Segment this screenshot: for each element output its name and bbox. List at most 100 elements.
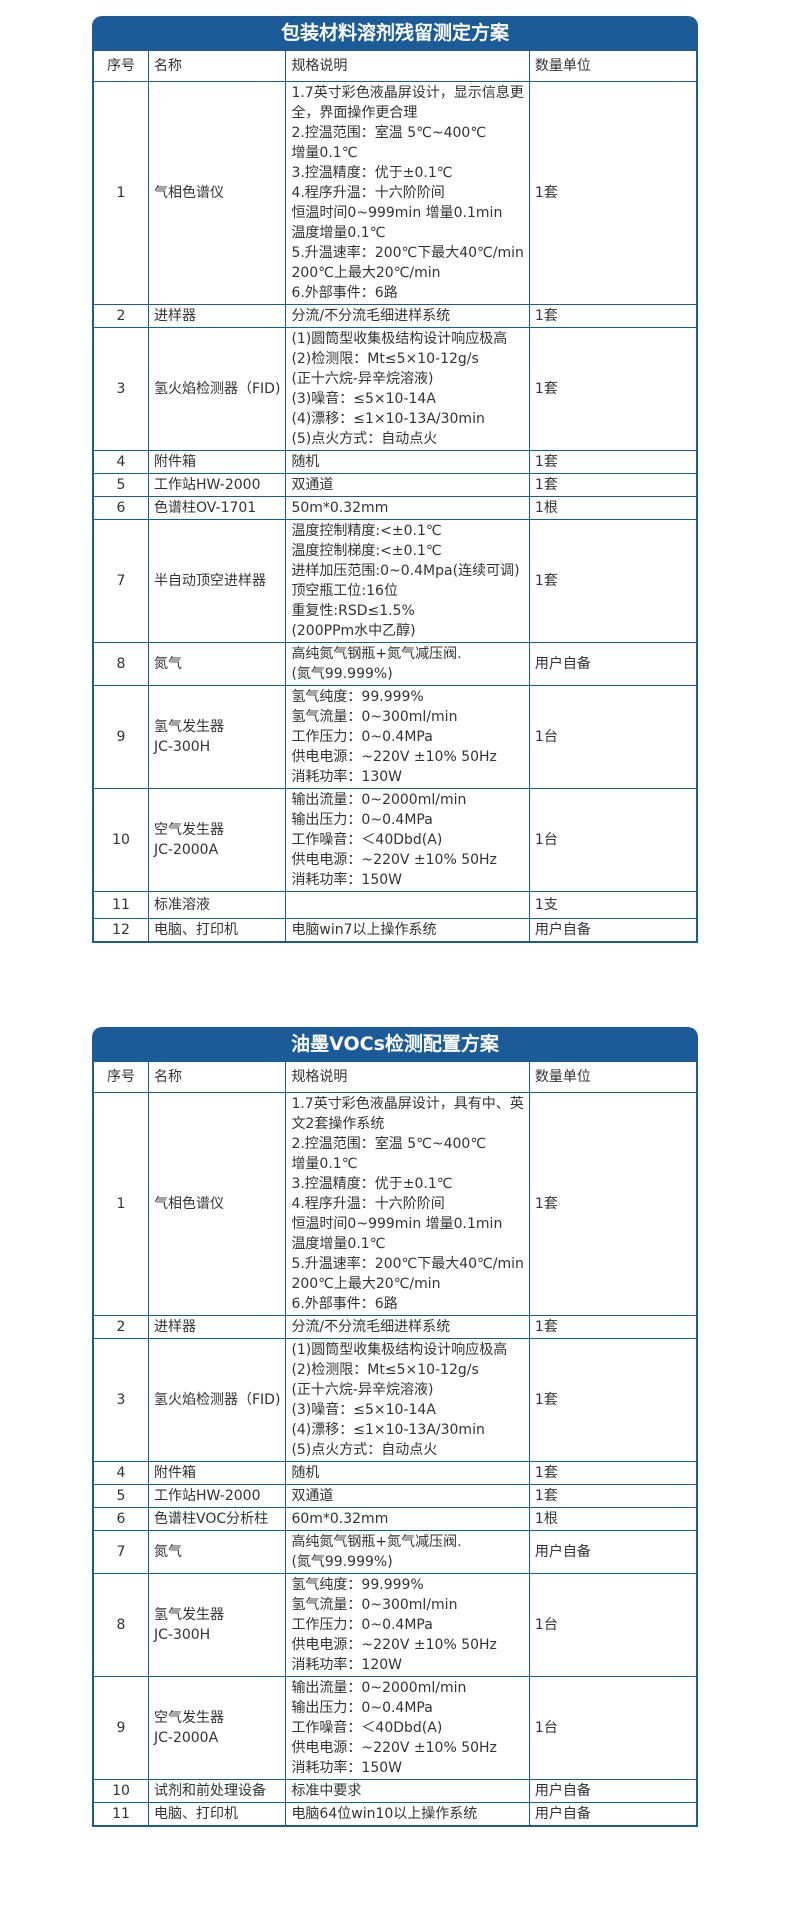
item-name: 氢气发生器 JC-300H xyxy=(147,1573,287,1677)
text-line: 4.程序升温：十六阶阶间 xyxy=(291,1196,445,1212)
text-line: 3.控温精度：优于±0.1℃ xyxy=(291,165,453,181)
text-line: 工作噪音：＜40Dbd(A) xyxy=(291,1720,443,1736)
text-line: JC-300H xyxy=(154,1627,211,1643)
row-number: 12 xyxy=(92,918,149,943)
item-spec: 随机 xyxy=(285,1461,530,1485)
text-line: 色谱柱VOC分析柱 xyxy=(154,1511,269,1527)
text-line: 温度控制精度:<±0.1℃ xyxy=(291,523,442,539)
item-unit: 用户自备 xyxy=(528,1802,698,1827)
text-line: 试剂和前处理设备 xyxy=(154,1783,266,1799)
text-line: 双通道 xyxy=(291,477,334,493)
item-spec: 电脑win7以上操作系统 xyxy=(285,918,530,943)
item-name: 空气发生器 JC-2000A xyxy=(147,1676,287,1780)
spec-table: 序号 名称 规格说明 数量单位 1 气相色谱仪 1.7英寸彩色液晶屏设计，具有中、英 文2套操… xyxy=(92,1061,698,1827)
text-line: (5)点火方式：自动点火 xyxy=(291,1442,438,1458)
text-line: 分流/不分流毛细进样系统 xyxy=(291,308,451,324)
item-spec: 输出流量：0~2000ml/min 输出压力：0~0.4MPa 工作噪音：＜40Db… xyxy=(285,788,530,892)
item-name: 试剂和前处理设备 xyxy=(147,1779,287,1803)
text-line: (正十六烷-异辛烷溶液) xyxy=(291,371,434,387)
text-line: 进样加压范围:0~0.4Mpa(连续可调) xyxy=(291,563,520,579)
table-row: 11 标准溶液 1支 xyxy=(92,891,698,919)
text-line: 进样器 xyxy=(154,1319,196,1335)
text-line: (5)点火方式：自动点火 xyxy=(291,431,438,447)
item-name: 工作站HW-2000 xyxy=(147,473,287,497)
text-line: (正十六烷-异辛烷溶液) xyxy=(291,1382,434,1398)
text-line: 6.外部事件：6路 xyxy=(291,1296,398,1312)
table-row: 1 气相色谱仪 1.7英寸彩色液晶屏设计，显示信息更 全，界面操作更合理 2.控温范围：… xyxy=(92,81,698,305)
text-line: 电脑win7以上操作系统 xyxy=(291,922,437,938)
table-row: 5 工作站HW-2000 双通道 1套 xyxy=(92,473,698,497)
text-line: 2.控温范围：室温 5℃~400℃ xyxy=(291,1136,487,1152)
text-line: JC-2000A xyxy=(154,842,219,858)
column-header: 数量单位 xyxy=(528,1061,698,1093)
text-line: 增量0.1℃ xyxy=(291,1156,358,1172)
table-row: 8 氮气 高纯氮气钢瓶+氮气减压阀. (氮气99.999%) 用户自备 xyxy=(92,642,698,686)
row-number: 6 xyxy=(92,1507,149,1531)
table-row: 2 进样器 分流/不分流毛细进样系统 1套 xyxy=(92,304,698,328)
item-name: 气相色谱仪 xyxy=(147,1092,287,1316)
row-number: 7 xyxy=(92,519,149,643)
item-unit: 1套 xyxy=(528,1092,698,1316)
table-row: 7 半自动顶空进样器 温度控制精度:<±0.1℃ 温度控制梯度:<±0.1℃ 进样加压范… xyxy=(92,519,698,643)
text-line: 200℃上最大20℃/min xyxy=(291,265,441,281)
column-header: 规格说明 xyxy=(285,50,530,82)
text-line: 附件箱 xyxy=(154,454,196,470)
item-name: 附件箱 xyxy=(147,450,287,474)
spec-table: 序号 名称 规格说明 数量单位 1 气相色谱仪 1.7英寸彩色液晶屏设计，显示信息更 全，界面… xyxy=(92,50,698,943)
row-number: 10 xyxy=(92,788,149,892)
text-line: 输出流量：0~2000ml/min xyxy=(291,792,467,808)
item-spec xyxy=(285,891,530,919)
text-line: 3.控温精度：优于±0.1℃ xyxy=(291,1176,453,1192)
text-line: 随机 xyxy=(291,454,320,470)
text-line: 温度增量0.1℃ xyxy=(291,225,386,241)
table-row: 11 电脑、打印机 电脑64位win10以上操作系统 用户自备 xyxy=(92,1802,698,1827)
text-line: 供电电源：~220V ±10% 50Hz xyxy=(291,852,497,868)
item-name: 标准溶液 xyxy=(147,891,287,919)
text-line: 氢气流量：0~300ml/min xyxy=(291,1597,458,1613)
column-header: 序号 xyxy=(92,1061,149,1093)
text-line: 消耗功率：150W xyxy=(291,1760,403,1776)
text-line: (氮气99.999%) xyxy=(291,1554,393,1570)
text-line: (2)检测限：Mt≤5×10-12g/s xyxy=(291,351,479,367)
text-line: 工作压力：0~0.4MPa xyxy=(291,1617,433,1633)
item-unit: 用户自备 xyxy=(528,1530,698,1574)
item-name: 附件箱 xyxy=(147,1461,287,1485)
table-block-0: 包装材料溶剂残留测定方案 序号 名称 规格说明 数量单位 1 气相色谱仪 1.7英寸彩色液晶… xyxy=(92,16,698,943)
text-line: 高纯氮气钢瓶+氮气减压阀. xyxy=(291,1534,462,1550)
row-number: 5 xyxy=(92,1484,149,1508)
text-line: (1)圆筒型收集极结构设计响应极高 xyxy=(291,331,508,347)
text-line: 氢气发生器 xyxy=(154,719,224,735)
item-unit: 1套 xyxy=(528,1484,698,1508)
item-unit: 1台 xyxy=(528,788,698,892)
item-unit: 1台 xyxy=(528,685,698,789)
item-name: 色谱柱OV-1701 xyxy=(147,496,287,520)
text-line: (4)漂移：≤1×10-13A/30min xyxy=(291,411,485,427)
text-line: 工作压力：0~0.4MPa xyxy=(291,729,433,745)
item-unit: 1套 xyxy=(528,304,698,328)
table-row: 7 氮气 高纯氮气钢瓶+氮气减压阀. (氮气99.999%) 用户自备 xyxy=(92,1530,698,1574)
text-line: 标准中要求 xyxy=(291,1783,362,1799)
text-line: 气相色谱仪 xyxy=(154,185,224,201)
table-row: 3 氢火焰检测器（FID) (1)圆筒型收集极结构设计响应极高 (2)检测限：Mt≤5… xyxy=(92,1338,698,1462)
item-spec: (1)圆筒型收集极结构设计响应极高 (2)检测限：Mt≤5×10-12g/s (正十… xyxy=(285,327,530,451)
column-header: 序号 xyxy=(92,50,149,82)
item-spec: 50m*0.32mm xyxy=(285,496,530,520)
text-line: 输出压力：0~0.4MPa xyxy=(291,1700,433,1716)
item-spec: 双通道 xyxy=(285,473,530,497)
table-row: 4 附件箱 随机 1套 xyxy=(92,450,698,474)
text-line: 电脑、打印机 xyxy=(154,922,238,938)
row-number: 10 xyxy=(92,1779,149,1803)
text-line: 氢气流量：0~300ml/min xyxy=(291,709,458,725)
item-spec: 高纯氮气钢瓶+氮气减压阀. (氮气99.999%) xyxy=(285,1530,530,1574)
table-row: 4 附件箱 随机 1套 xyxy=(92,1461,698,1485)
table-row: 3 氢火焰检测器（FID) (1)圆筒型收集极结构设计响应极高 (2)检测限：Mt≤5… xyxy=(92,327,698,451)
item-spec: 高纯氮气钢瓶+氮气减压阀. (氮气99.999%) xyxy=(285,642,530,686)
item-unit: 1根 xyxy=(528,496,698,520)
text-line: 标准溶液 xyxy=(154,897,210,913)
text-line: 4.程序升温：十六阶阶间 xyxy=(291,185,445,201)
text-line: (3)噪音：≤5×10-14A xyxy=(291,391,436,407)
text-line: 附件箱 xyxy=(154,1465,196,1481)
item-spec: 输出流量：0~2000ml/min 输出压力：0~0.4MPa 工作噪音：＜40Db… xyxy=(285,1676,530,1780)
text-line: 分流/不分流毛细进样系统 xyxy=(291,1319,451,1335)
row-number: 11 xyxy=(92,1802,149,1827)
